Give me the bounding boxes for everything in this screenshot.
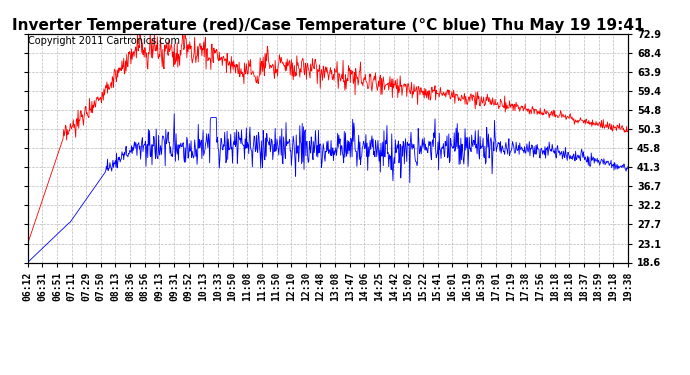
Text: Copyright 2011 Cartronics.com: Copyright 2011 Cartronics.com [28, 36, 180, 46]
Title: Inverter Temperature (red)/Case Temperature (°C blue) Thu May 19 19:41: Inverter Temperature (red)/Case Temperat… [12, 18, 644, 33]
